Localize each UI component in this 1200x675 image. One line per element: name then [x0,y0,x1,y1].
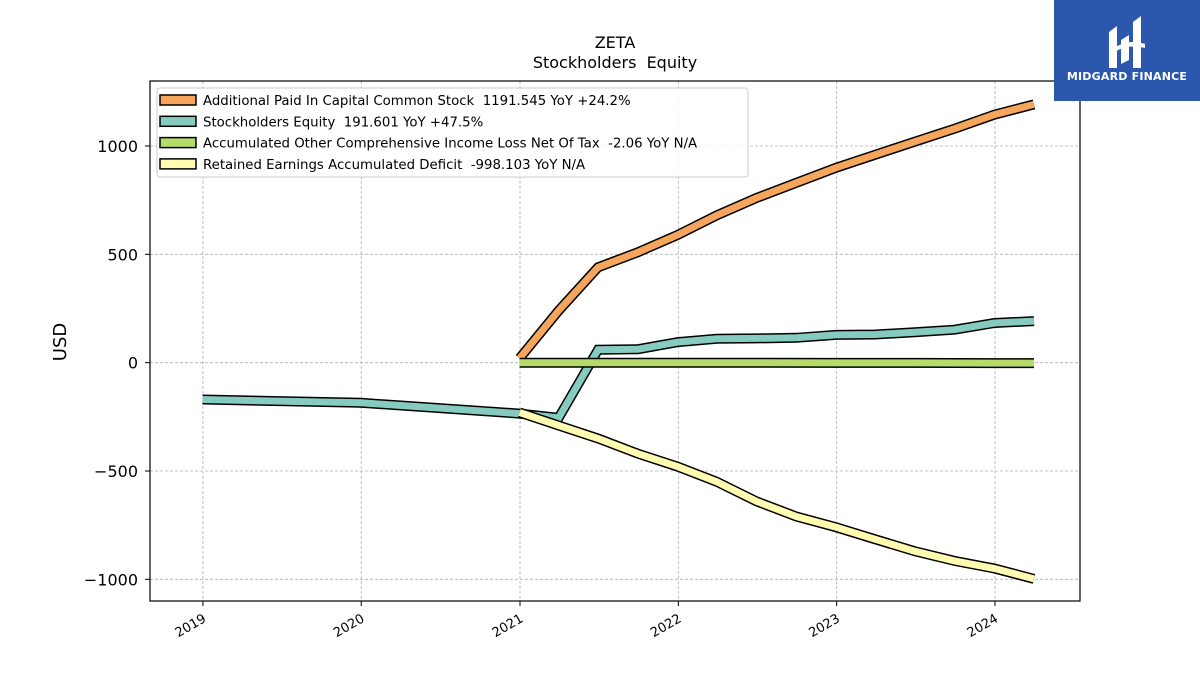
y-axis-label: USD [50,323,71,361]
legend: Additional Paid In Capital Common Stock … [156,87,749,178]
legend-entry: Additional Paid In Capital Common Stock … [203,94,631,109]
series-line [516,101,1035,361]
chart-subtitle: Stockholders Equity [533,53,697,72]
legend-entry: Accumulated Other Comprehensive Income L… [203,137,697,152]
legend-swatch [159,94,197,106]
y-tick-label: 1000 [97,137,138,156]
x-tick-label: 2019 [173,611,209,641]
legend-box [156,87,749,178]
legend-swatch [159,115,197,128]
brand-logo: MIDGARD FINANCE [1054,0,1200,101]
legend-swatch [159,158,197,170]
y-tick-label: −1000 [84,570,138,589]
x-tick-label: 2020 [331,611,367,641]
chart-title: ZETA [595,33,636,52]
legend-swatch [159,136,197,149]
y-tick-label: 0 [128,354,138,373]
x-tick-label: 2021 [490,611,526,641]
series-line [202,317,1035,422]
legend-entry: Retained Earnings Accumulated Deficit -9… [203,158,585,173]
series-line [518,409,1035,583]
series-layer [202,99,1036,584]
legend-entry: Stockholders Equity 191.601 YoY +47.5% [203,115,483,130]
x-tick-label: 2022 [648,611,684,641]
x-tick-label: 2024 [965,611,1001,641]
plot-frame [149,80,1081,602]
x-axis: 2019 2020 2021 2022 2023 2024 [173,601,1001,641]
y-tick-label: −500 [94,462,138,481]
x-tick-label: 2023 [806,611,842,641]
y-tick-label: 500 [107,245,138,264]
y-axis: 1000 500 0 −500 −1000 [84,137,150,589]
logo-text: MIDGARD FINANCE [1066,70,1188,83]
logo-mark-icon [1109,16,1145,68]
